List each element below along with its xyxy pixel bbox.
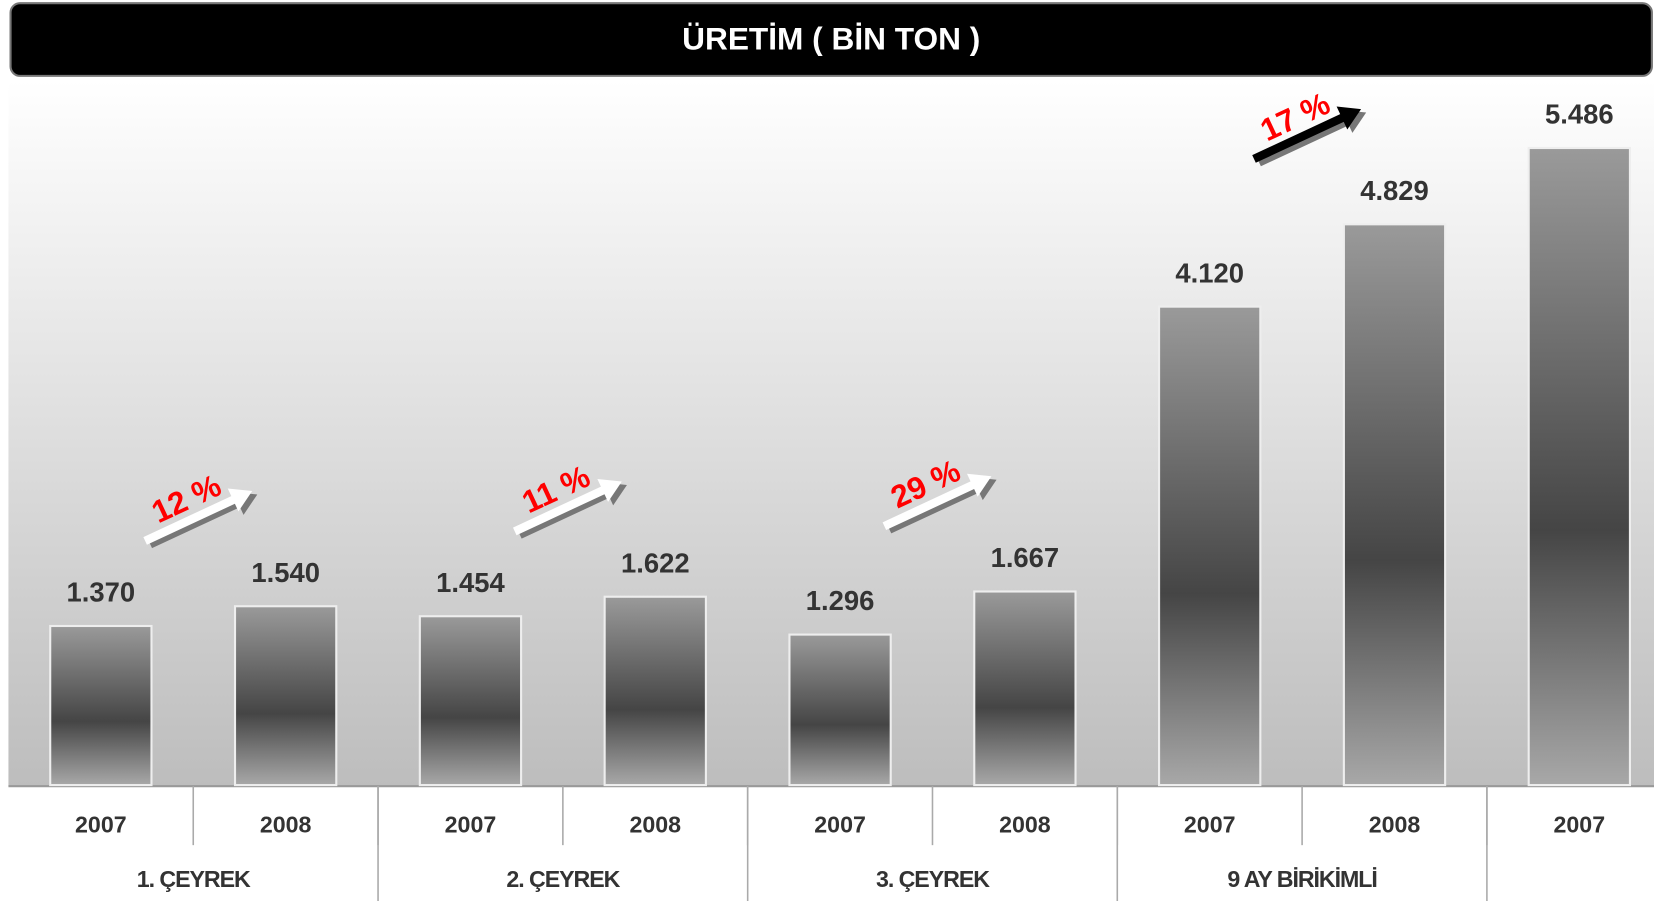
arrow bbox=[512, 478, 622, 536]
table-bg bbox=[8, 786, 1654, 901]
arrow bbox=[143, 488, 253, 545]
arrow bbox=[1252, 106, 1362, 163]
group-label: 3. ÇEYREK bbox=[876, 866, 990, 892]
trend-arrow bbox=[512, 478, 627, 539]
value-label: 1.370 bbox=[67, 577, 136, 608]
bar bbox=[603, 595, 707, 787]
x-tick-label: 2008 bbox=[1369, 811, 1421, 837]
bar bbox=[1158, 305, 1262, 787]
x-tick-label: 2007 bbox=[75, 811, 127, 837]
value-label: 1.667 bbox=[991, 542, 1060, 573]
value-label: 1.296 bbox=[806, 585, 875, 616]
x-tick-label: 2007 bbox=[1554, 811, 1606, 837]
trend-arrow bbox=[1252, 106, 1367, 167]
x-tick-label: 2007 bbox=[1184, 811, 1236, 837]
x-tick-label: 2008 bbox=[260, 811, 312, 837]
value-label: 1.540 bbox=[251, 557, 320, 588]
chart-title: ÜRETİM ( BİN TON ) bbox=[682, 20, 980, 56]
value-label: 4.829 bbox=[1360, 175, 1429, 206]
x-tick-label: 2007 bbox=[445, 811, 497, 837]
bar bbox=[233, 605, 338, 787]
group-label: 1. ÇEYREK bbox=[137, 866, 251, 892]
group-label: 9 AY BİRİKİMLİ bbox=[1227, 866, 1376, 892]
bar bbox=[418, 615, 523, 787]
bar bbox=[973, 590, 1077, 787]
value-label: 1.622 bbox=[621, 547, 690, 578]
value-label: 5.486 bbox=[1545, 99, 1614, 130]
title-bar bbox=[9, 2, 1653, 77]
bar bbox=[1342, 223, 1447, 787]
value-label: 1.454 bbox=[436, 567, 505, 598]
bar bbox=[1527, 146, 1632, 787]
x-tick-label: 2008 bbox=[999, 811, 1051, 837]
bar bbox=[49, 624, 153, 787]
trend-arrow bbox=[143, 488, 258, 549]
x-tick-label: 2008 bbox=[629, 811, 681, 837]
arrow bbox=[882, 473, 992, 530]
value-label: 4.120 bbox=[1175, 257, 1244, 288]
bar bbox=[788, 633, 892, 787]
group-label: 2. ÇEYREK bbox=[506, 866, 620, 892]
trend-arrow bbox=[882, 473, 997, 534]
x-tick-label: 2007 bbox=[814, 811, 866, 837]
